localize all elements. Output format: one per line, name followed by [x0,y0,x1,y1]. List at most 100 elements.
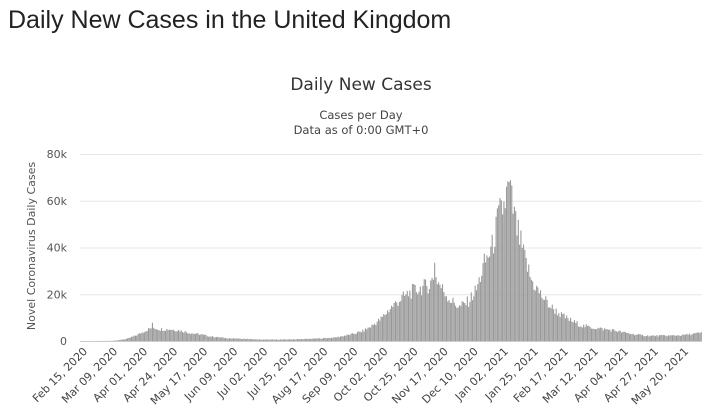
daily-cases-bar[interactable] [223,338,225,341]
daily-cases-bar[interactable] [351,333,353,341]
daily-cases-bar[interactable] [243,338,245,341]
daily-cases-bar[interactable] [175,331,177,341]
daily-cases-bar[interactable] [387,310,389,341]
daily-cases-bar[interactable] [505,186,508,341]
daily-cases-bar[interactable] [696,332,698,341]
daily-cases-bar[interactable] [634,335,636,341]
daily-cases-bar[interactable] [436,284,438,341]
daily-cases-bar[interactable] [294,339,296,341]
daily-cases-bar[interactable] [494,246,496,341]
daily-cases-bar[interactable] [193,333,195,341]
daily-cases-bar[interactable] [414,284,416,341]
daily-cases-bar[interactable] [146,331,148,341]
daily-cases-bar[interactable] [624,332,627,341]
daily-cases-bar[interactable] [549,307,551,341]
daily-cases-bar[interactable] [449,302,451,341]
daily-cases-bar[interactable] [282,339,284,341]
daily-cases-bar[interactable] [303,338,305,341]
daily-cases-bar[interactable] [405,294,407,341]
daily-cases-bar[interactable] [623,331,625,341]
daily-cases-bar[interactable] [615,331,617,341]
daily-cases-bar[interactable] [661,334,663,341]
daily-cases-bar[interactable] [474,285,476,341]
daily-cases-bar[interactable] [391,305,393,341]
daily-cases-bar[interactable] [157,329,159,341]
daily-cases-bar[interactable] [541,297,543,341]
daily-cases-bar[interactable] [587,326,589,341]
daily-cases-bar[interactable] [260,339,262,341]
daily-cases-bar[interactable] [161,328,163,341]
daily-cases-bar[interactable] [120,339,122,341]
daily-cases-bar[interactable] [206,336,208,341]
daily-cases-bar[interactable] [695,332,697,341]
daily-cases-bar[interactable] [342,336,344,341]
daily-cases-bar[interactable] [611,329,613,341]
daily-cases-bar[interactable] [317,338,319,341]
daily-cases-bar[interactable] [658,335,660,341]
daily-cases-bar[interactable] [181,332,184,341]
daily-cases-bar[interactable] [349,335,351,341]
daily-cases-bar[interactable] [451,302,453,341]
daily-cases-bar[interactable] [215,337,218,341]
daily-cases-bar[interactable] [319,338,321,341]
daily-cases-bar[interactable] [669,335,671,341]
daily-cases-bar[interactable] [530,279,532,341]
daily-cases-bar[interactable] [281,339,283,341]
daily-cases-bar[interactable] [227,338,229,341]
daily-cases-bar[interactable] [460,306,462,341]
daily-cases-bar[interactable] [374,323,376,341]
daily-cases-bar[interactable] [423,279,425,341]
daily-cases-bar[interactable] [516,235,518,342]
daily-cases-bar[interactable] [219,337,221,341]
daily-cases-bar[interactable] [221,337,223,341]
daily-cases-bar[interactable] [209,336,211,341]
daily-cases-bar[interactable] [686,333,688,341]
daily-cases-bar[interactable] [345,335,347,341]
daily-cases-bar[interactable] [253,339,255,341]
daily-cases-bar[interactable] [470,292,472,341]
daily-cases-bar[interactable] [688,333,691,341]
daily-cases-bar[interactable] [153,327,155,341]
daily-cases-bar[interactable] [443,291,445,341]
daily-cases-bar[interactable] [502,214,504,341]
daily-cases-bar[interactable] [500,200,502,341]
daily-cases-bar[interactable] [154,329,156,341]
daily-cases-bar[interactable] [333,337,335,341]
daily-cases-bar[interactable] [579,326,581,341]
daily-cases-bar[interactable] [577,326,579,341]
daily-cases-bar[interactable] [136,335,138,341]
daily-cases-bar[interactable] [589,327,591,341]
daily-cases-bar[interactable] [248,339,250,341]
daily-cases-bar[interactable] [588,325,590,341]
daily-cases-bar[interactable] [456,307,458,341]
daily-cases-bar[interactable] [597,327,599,341]
daily-cases-bar[interactable] [593,328,595,341]
daily-cases-bar[interactable] [214,337,216,341]
daily-cases-bar[interactable] [312,338,314,341]
daily-cases-bar[interactable] [325,338,327,341]
daily-cases-bar[interactable] [321,338,323,341]
daily-cases-bar[interactable] [299,339,301,341]
daily-cases-bar[interactable] [521,247,523,341]
daily-cases-bar[interactable] [313,338,316,341]
daily-cases-bar[interactable] [377,318,380,341]
daily-cases-bar[interactable] [256,339,258,341]
daily-cases-bar[interactable] [489,256,491,341]
daily-cases-bar[interactable] [694,333,696,341]
daily-cases-bar[interactable] [202,334,204,341]
daily-cases-bar[interactable] [528,264,530,341]
daily-cases-bar[interactable] [507,181,509,341]
daily-cases-bar[interactable] [556,315,559,341]
daily-cases-bar[interactable] [324,337,326,341]
daily-cases-bar[interactable] [546,299,548,341]
daily-cases-bar[interactable] [458,305,461,341]
daily-cases-bar[interactable] [526,271,529,341]
daily-cases-bar[interactable] [551,304,553,341]
daily-cases-bar[interactable] [279,339,282,341]
daily-cases-bar[interactable] [371,324,373,341]
daily-cases-bar[interactable] [383,314,385,341]
daily-cases-bar[interactable] [174,330,176,341]
daily-cases-bar[interactable] [302,339,304,341]
daily-cases-bar[interactable] [394,301,397,341]
daily-cases-bar[interactable] [272,339,274,341]
